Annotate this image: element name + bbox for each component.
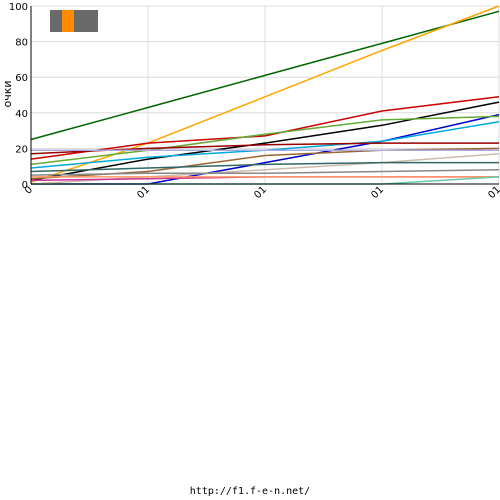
y-tick-label: 40 <box>15 109 28 120</box>
f1en-logo <box>48 8 98 34</box>
y-tick-labels: 0 20 40 60 80 100 <box>9 2 28 191</box>
series-line-2 <box>30 5 500 183</box>
axes <box>30 6 499 185</box>
x-tick-label: 01 <box>135 184 152 201</box>
x-tick-label: 0 <box>23 184 35 196</box>
series-line-4 <box>30 101 500 182</box>
series-line-1 <box>30 10 500 141</box>
x-tick-labels: 0 01 01 01 01 <box>23 184 500 201</box>
series-line-3 <box>30 96 500 160</box>
x-tick-label: 01 <box>486 184 500 201</box>
x-tick-label: 01 <box>369 184 386 201</box>
series-line-12 <box>30 169 500 176</box>
series-line-7 <box>30 115 500 166</box>
y-tick-label: 0 <box>22 180 28 191</box>
y-tick-label: 60 <box>15 73 28 84</box>
y-tick-label: 100 <box>9 2 28 13</box>
y-axis-label: очки <box>1 80 14 107</box>
footer-url[interactable]: http://f1.f-e-n.net/ <box>189 486 311 497</box>
series-line-11 <box>30 161 499 173</box>
y-tick-label: 80 <box>15 38 28 49</box>
x-tick-label: 01 <box>252 184 269 201</box>
y-tick-label: 20 <box>15 144 28 155</box>
